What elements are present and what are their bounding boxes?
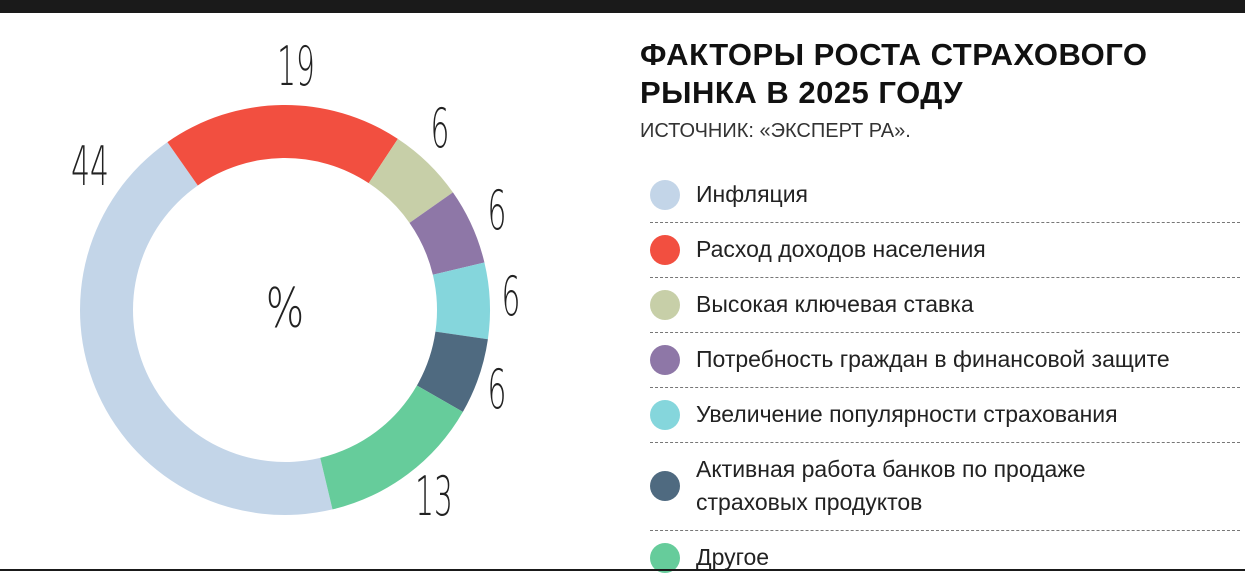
donut-segment <box>79 142 333 515</box>
legend-label: Высокая ключевая ставка <box>696 291 974 317</box>
legend-swatch <box>650 289 680 320</box>
value-label: 6 <box>488 360 507 422</box>
bottom-rule <box>0 569 1245 571</box>
legend: Инфляция Расход доходов населения Высокая … <box>650 168 1240 585</box>
legend-label: Активная работа банков по продаже страхо… <box>696 456 1086 515</box>
legend-item: Расход доходов населения <box>650 223 1240 278</box>
legend-swatch <box>650 179 680 210</box>
legend-swatch <box>650 471 680 501</box>
donut-segment <box>368 138 453 223</box>
legend-label: Потребность граждан в финансовой защите <box>696 346 1170 372</box>
value-label: 6 <box>502 267 521 329</box>
legend-label: Инфляция <box>696 181 809 207</box>
donut-segment <box>320 385 463 510</box>
donut-segment <box>167 105 398 186</box>
top-rule <box>0 0 1245 13</box>
legend-item: Активная работа банков по продаже страхо… <box>650 443 1240 531</box>
value-label: 13 <box>415 467 453 529</box>
legend-swatch <box>650 399 680 430</box>
legend-item: Другое <box>650 531 1240 585</box>
chart-subtitle: ИСТОЧНИК: «ЭКСПЕРТ РА». <box>640 120 911 142</box>
donut-segment <box>432 262 490 340</box>
center-label: % <box>266 278 304 340</box>
value-label: 19 <box>277 37 315 99</box>
value-label: 6 <box>431 99 450 161</box>
value-label: 6 <box>488 181 507 243</box>
legend-item: Увеличение популярности страхования <box>650 388 1240 443</box>
legend-label: Увеличение популярности страхования <box>696 401 1118 427</box>
legend-swatch <box>650 542 680 573</box>
legend-swatch <box>650 344 680 375</box>
legend-label: Расход доходов населения <box>696 236 986 262</box>
value-label: 44 <box>71 137 109 199</box>
legend-item: Инфляция <box>650 168 1240 223</box>
donut-segment <box>416 331 488 412</box>
legend-item: Высокая ключевая ставка <box>650 278 1240 333</box>
legend-item: Потребность граждан в финансовой защите <box>650 333 1240 388</box>
legend-label: Другое <box>696 544 770 570</box>
donut-segment <box>409 192 485 275</box>
chart-title: ФАКТОРЫ РОСТА СТРАХОВОГО РЫНКА В 2025 ГО… <box>640 37 1148 110</box>
legend-swatch <box>650 234 680 265</box>
